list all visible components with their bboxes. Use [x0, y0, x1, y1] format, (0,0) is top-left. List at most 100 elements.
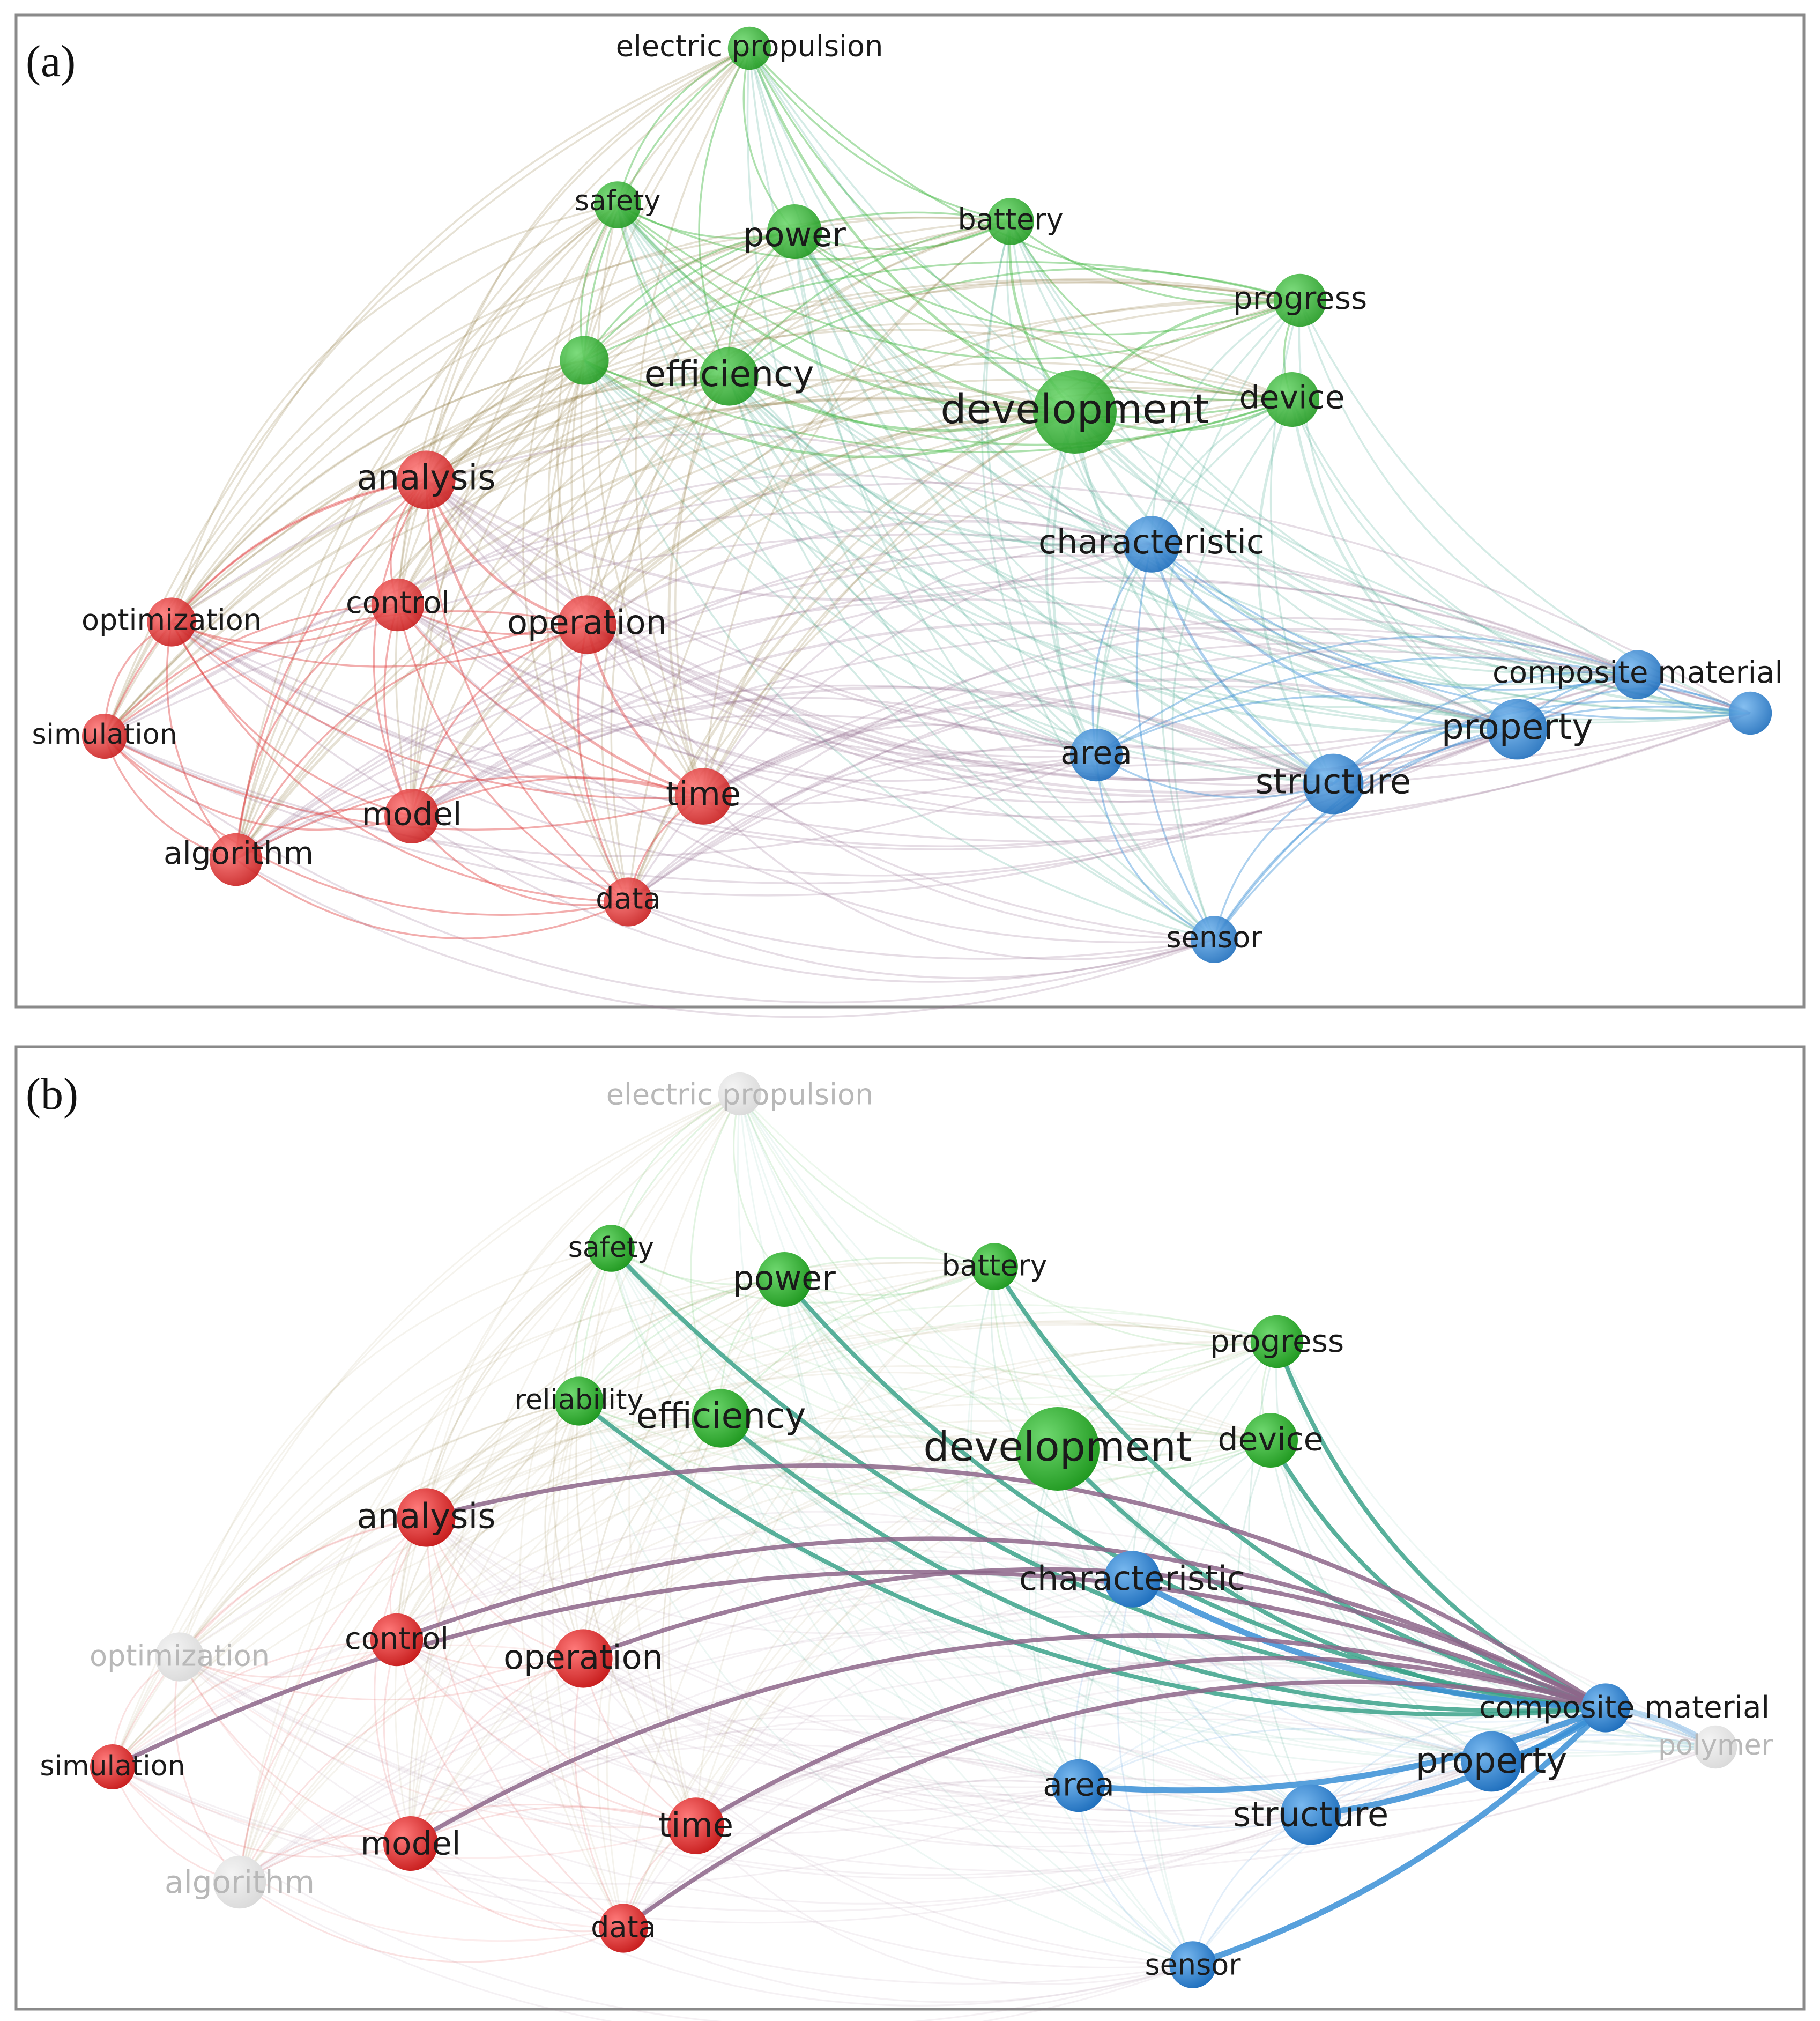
edge-battery-polymer: [1009, 221, 1751, 714]
node-property[interactable]: [1487, 699, 1548, 760]
edge-operation-polymer: [583, 1657, 1716, 1817]
node-progress[interactable]: [1273, 273, 1327, 327]
node-simulation[interactable]: [82, 714, 127, 759]
node-reliability[interactable]: [554, 1376, 604, 1426]
node-structure[interactable]: [1303, 753, 1364, 815]
node-structure[interactable]: [1280, 1784, 1341, 1845]
node-power[interactable]: [757, 1252, 812, 1307]
edge-reliability-data: [545, 360, 629, 902]
edge-electric-propulsion-structure: [748, 48, 1334, 785]
node-safety[interactable]: [594, 181, 641, 228]
edge-operation-sensor: [586, 624, 1215, 941]
edge-control-algorithm: [235, 604, 398, 860]
edge-efficiency-control: [397, 375, 730, 605]
label-electric-propulsion: electric propulsion: [616, 29, 883, 63]
node-operation[interactable]: [558, 595, 616, 654]
node-optimization[interactable]: [155, 1632, 204, 1682]
node-characteristic[interactable]: [1104, 1551, 1161, 1608]
node-development[interactable]: [1016, 1407, 1100, 1491]
label-polymer: polymer: [1658, 1729, 1773, 1761]
node-efficiency[interactable]: [700, 347, 759, 406]
edge-simulation-property: [112, 1760, 1492, 1912]
node-model[interactable]: [384, 789, 439, 843]
edge-optimization-composite-material: [171, 621, 1638, 847]
label-property: property: [1416, 1740, 1568, 1781]
node-device[interactable]: [1243, 1413, 1298, 1468]
label-optimization: optimization: [90, 1639, 270, 1673]
edge-safety-data: [519, 1248, 625, 1929]
edge-progress-optimization: [179, 1321, 1277, 1658]
node-characteristic[interactable]: [1123, 516, 1180, 573]
node-sensor[interactable]: [1169, 1941, 1216, 1988]
edge-progress-sensor: [1140, 1341, 1278, 1965]
edge-progress-analysis: [426, 282, 1301, 481]
edge-area-structure: [1096, 754, 1334, 799]
node-battery[interactable]: [987, 198, 1034, 245]
edge-reliability-polymer: [583, 359, 1751, 721]
node-simulation[interactable]: [90, 1744, 135, 1789]
edge-characteristic-sensor: [1135, 544, 1215, 940]
edge-battery-structure: [1009, 221, 1334, 785]
node-efficiency[interactable]: [692, 1389, 751, 1448]
node-analysis[interactable]: [397, 450, 456, 509]
panel-b-frame: [14, 1045, 1806, 2011]
edge-efficiency-property: [728, 375, 1518, 734]
node-data[interactable]: [599, 1904, 648, 1953]
node-control[interactable]: [371, 578, 425, 632]
edge-reliability-property: [578, 1400, 1492, 1763]
edge-reliability-composite-material: [583, 359, 1638, 708]
edge-property-area: [1078, 1728, 1492, 1787]
node-electric-propulsion[interactable]: [727, 26, 771, 70]
edge-safety-operation: [556, 204, 619, 625]
node-algorithm[interactable]: [213, 1855, 266, 1909]
node-data[interactable]: [604, 877, 653, 927]
label-battery: battery: [941, 1249, 1047, 1283]
label-reliability: reliability: [515, 1384, 644, 1416]
node-area[interactable]: [1069, 728, 1123, 782]
node-reliability[interactable]: [560, 336, 609, 385]
node-area[interactable]: [1052, 1759, 1105, 1812]
edge-efficiency-polymer: [728, 375, 1751, 724]
edge-reliability-algorithm: [239, 1400, 580, 1883]
node-property[interactable]: [1461, 1731, 1522, 1792]
node-polymer[interactable]: [1693, 1725, 1737, 1769]
edge-electric-propulsion-reliability: [583, 47, 751, 361]
node-safety[interactable]: [588, 1225, 635, 1272]
node-model[interactable]: [383, 1816, 438, 1871]
label-composite-material: composite material: [1479, 1690, 1770, 1725]
node-analysis[interactable]: [397, 1488, 456, 1547]
node-time[interactable]: [667, 1797, 724, 1854]
edge-device-operation: [586, 390, 1292, 626]
edge-algorithm-sensor: [235, 858, 1215, 1018]
edge-characteristic-polymer: [1132, 1578, 1716, 1753]
edge-battery-optimization: [170, 216, 1011, 623]
edge-battery-model: [411, 220, 1011, 817]
node-control[interactable]: [370, 1613, 424, 1667]
node-electric-propulsion[interactable]: [718, 1072, 762, 1116]
edge-electric-propulsion-area: [748, 48, 1097, 756]
node-algorithm[interactable]: [209, 833, 263, 886]
edge-efficiency-device: [729, 375, 1292, 446]
edge-electric-propulsion-safety: [616, 47, 750, 205]
edge-control-area: [396, 1639, 1079, 1812]
node-optimization[interactable]: [147, 597, 196, 647]
edge-efficiency-development: [728, 375, 1075, 432]
node-time[interactable]: [675, 768, 732, 825]
node-composite-material[interactable]: [1613, 650, 1662, 699]
node-sensor[interactable]: [1191, 916, 1238, 963]
edge-safety-development: [610, 1248, 1058, 1450]
node-battery[interactable]: [971, 1243, 1018, 1290]
node-composite-material[interactable]: [1581, 1683, 1630, 1733]
node-progress[interactable]: [1250, 1315, 1304, 1368]
node-device[interactable]: [1265, 372, 1319, 427]
node-development[interactable]: [1033, 370, 1117, 454]
edge-electric-propulsion-structure: [739, 1093, 1311, 1816]
edge-optimization-property: [179, 1656, 1492, 1879]
node-polymer[interactable]: [1728, 691, 1772, 735]
edge-battery-control: [397, 220, 1011, 605]
node-power[interactable]: [767, 204, 822, 259]
edge-characteristic-structure: [1150, 544, 1334, 786]
edge-reliability-device: [584, 359, 1292, 453]
node-operation[interactable]: [554, 1629, 613, 1688]
label-sensor: sensor: [1167, 921, 1263, 954]
